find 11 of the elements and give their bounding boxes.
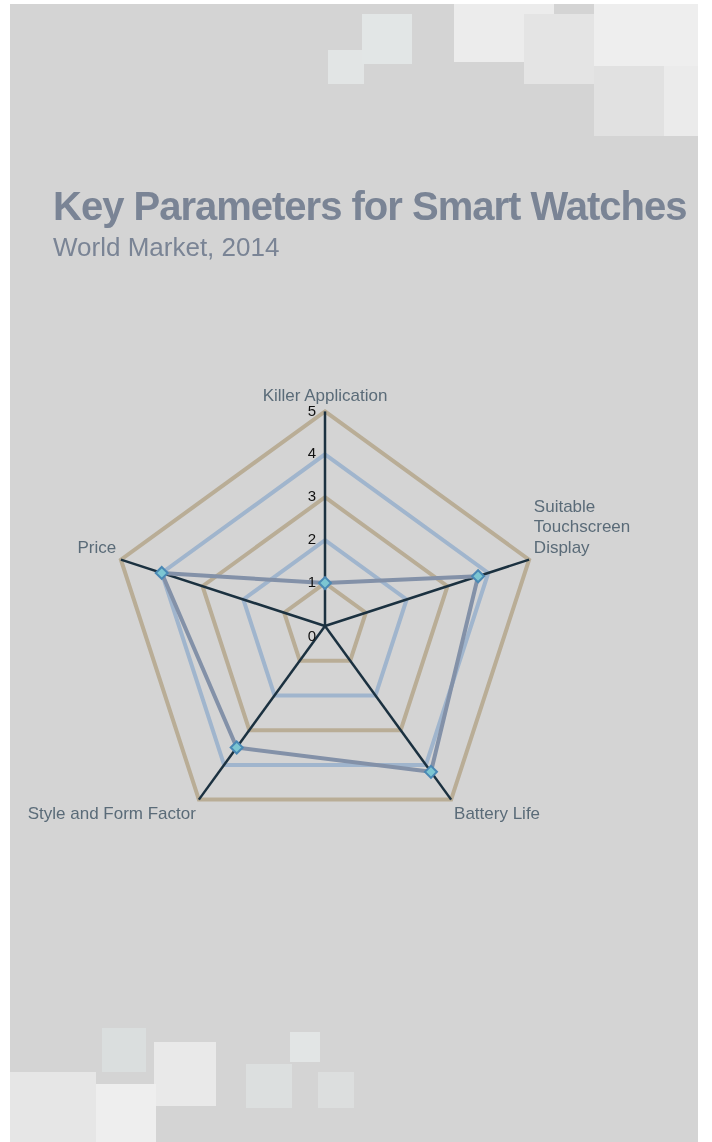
spoke-label: Suitable Touchscreen Display [533,496,631,557]
chart-title: Key Parameters for Smart Watches [53,184,687,229]
spoke-label: Price [77,537,117,557]
y-tick-label: 4 [307,444,316,462]
y-tick-label: 1 [307,573,316,591]
y-tick-label: 0 [307,626,316,644]
y-tick-label: 2 [307,530,316,548]
spoke-label: Style and Form Factor [27,803,197,823]
y-tick-label: 3 [307,487,316,505]
spoke-label: Battery Life [454,803,541,823]
chart-subtitle: World Market, 2014 [53,232,280,263]
